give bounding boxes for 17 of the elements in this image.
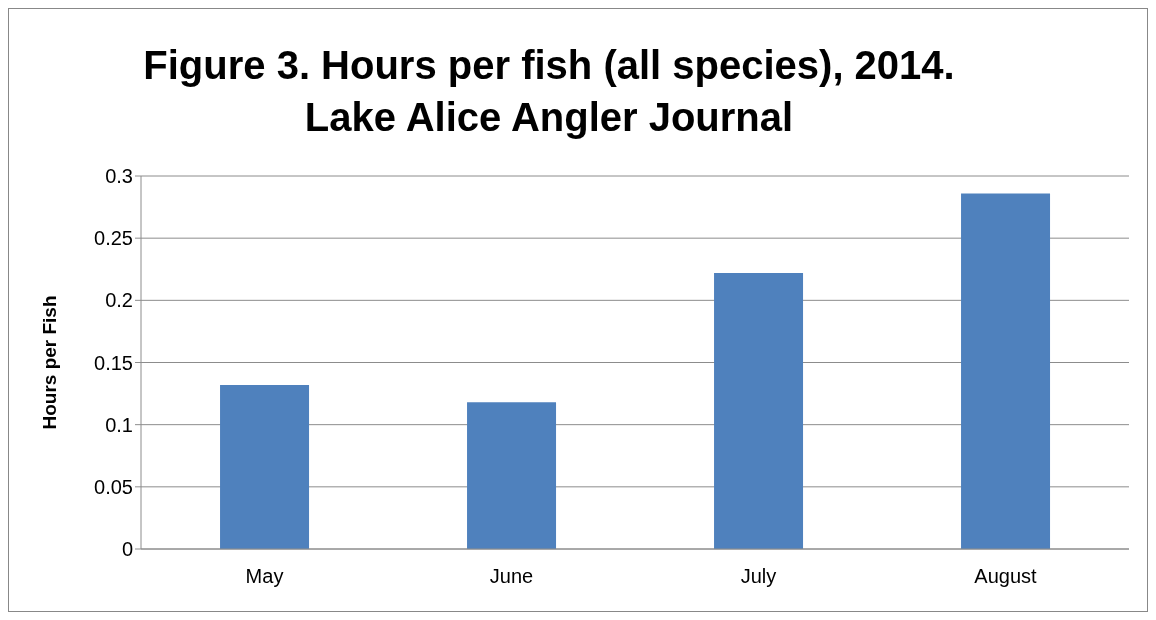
x-tick-label: July — [740, 565, 777, 588]
y-tick-label: 0.3 — [105, 165, 133, 188]
bar — [220, 384, 310, 549]
bar — [961, 193, 1051, 549]
y-tick-label: 0.15 — [94, 351, 133, 374]
bar — [714, 272, 804, 549]
x-tick-label: June — [489, 565, 534, 588]
y-tick-label: 0.2 — [105, 289, 133, 312]
y-tick-label: 0.25 — [94, 227, 133, 250]
y-tick-label: 0 — [121, 538, 133, 561]
bar — [467, 402, 557, 549]
x-tick-label: August — [974, 565, 1038, 588]
x-tick-label: May — [245, 565, 284, 588]
chart-title: Figure 3. Hours per fish (all species), 2014. Lake Alice Angler Journal — [142, 42, 956, 141]
y-tick-label: 0.05 — [94, 475, 133, 498]
y-tick-label: 0.1 — [105, 413, 133, 436]
y-axis-title: Hours per Fish — [38, 295, 60, 430]
